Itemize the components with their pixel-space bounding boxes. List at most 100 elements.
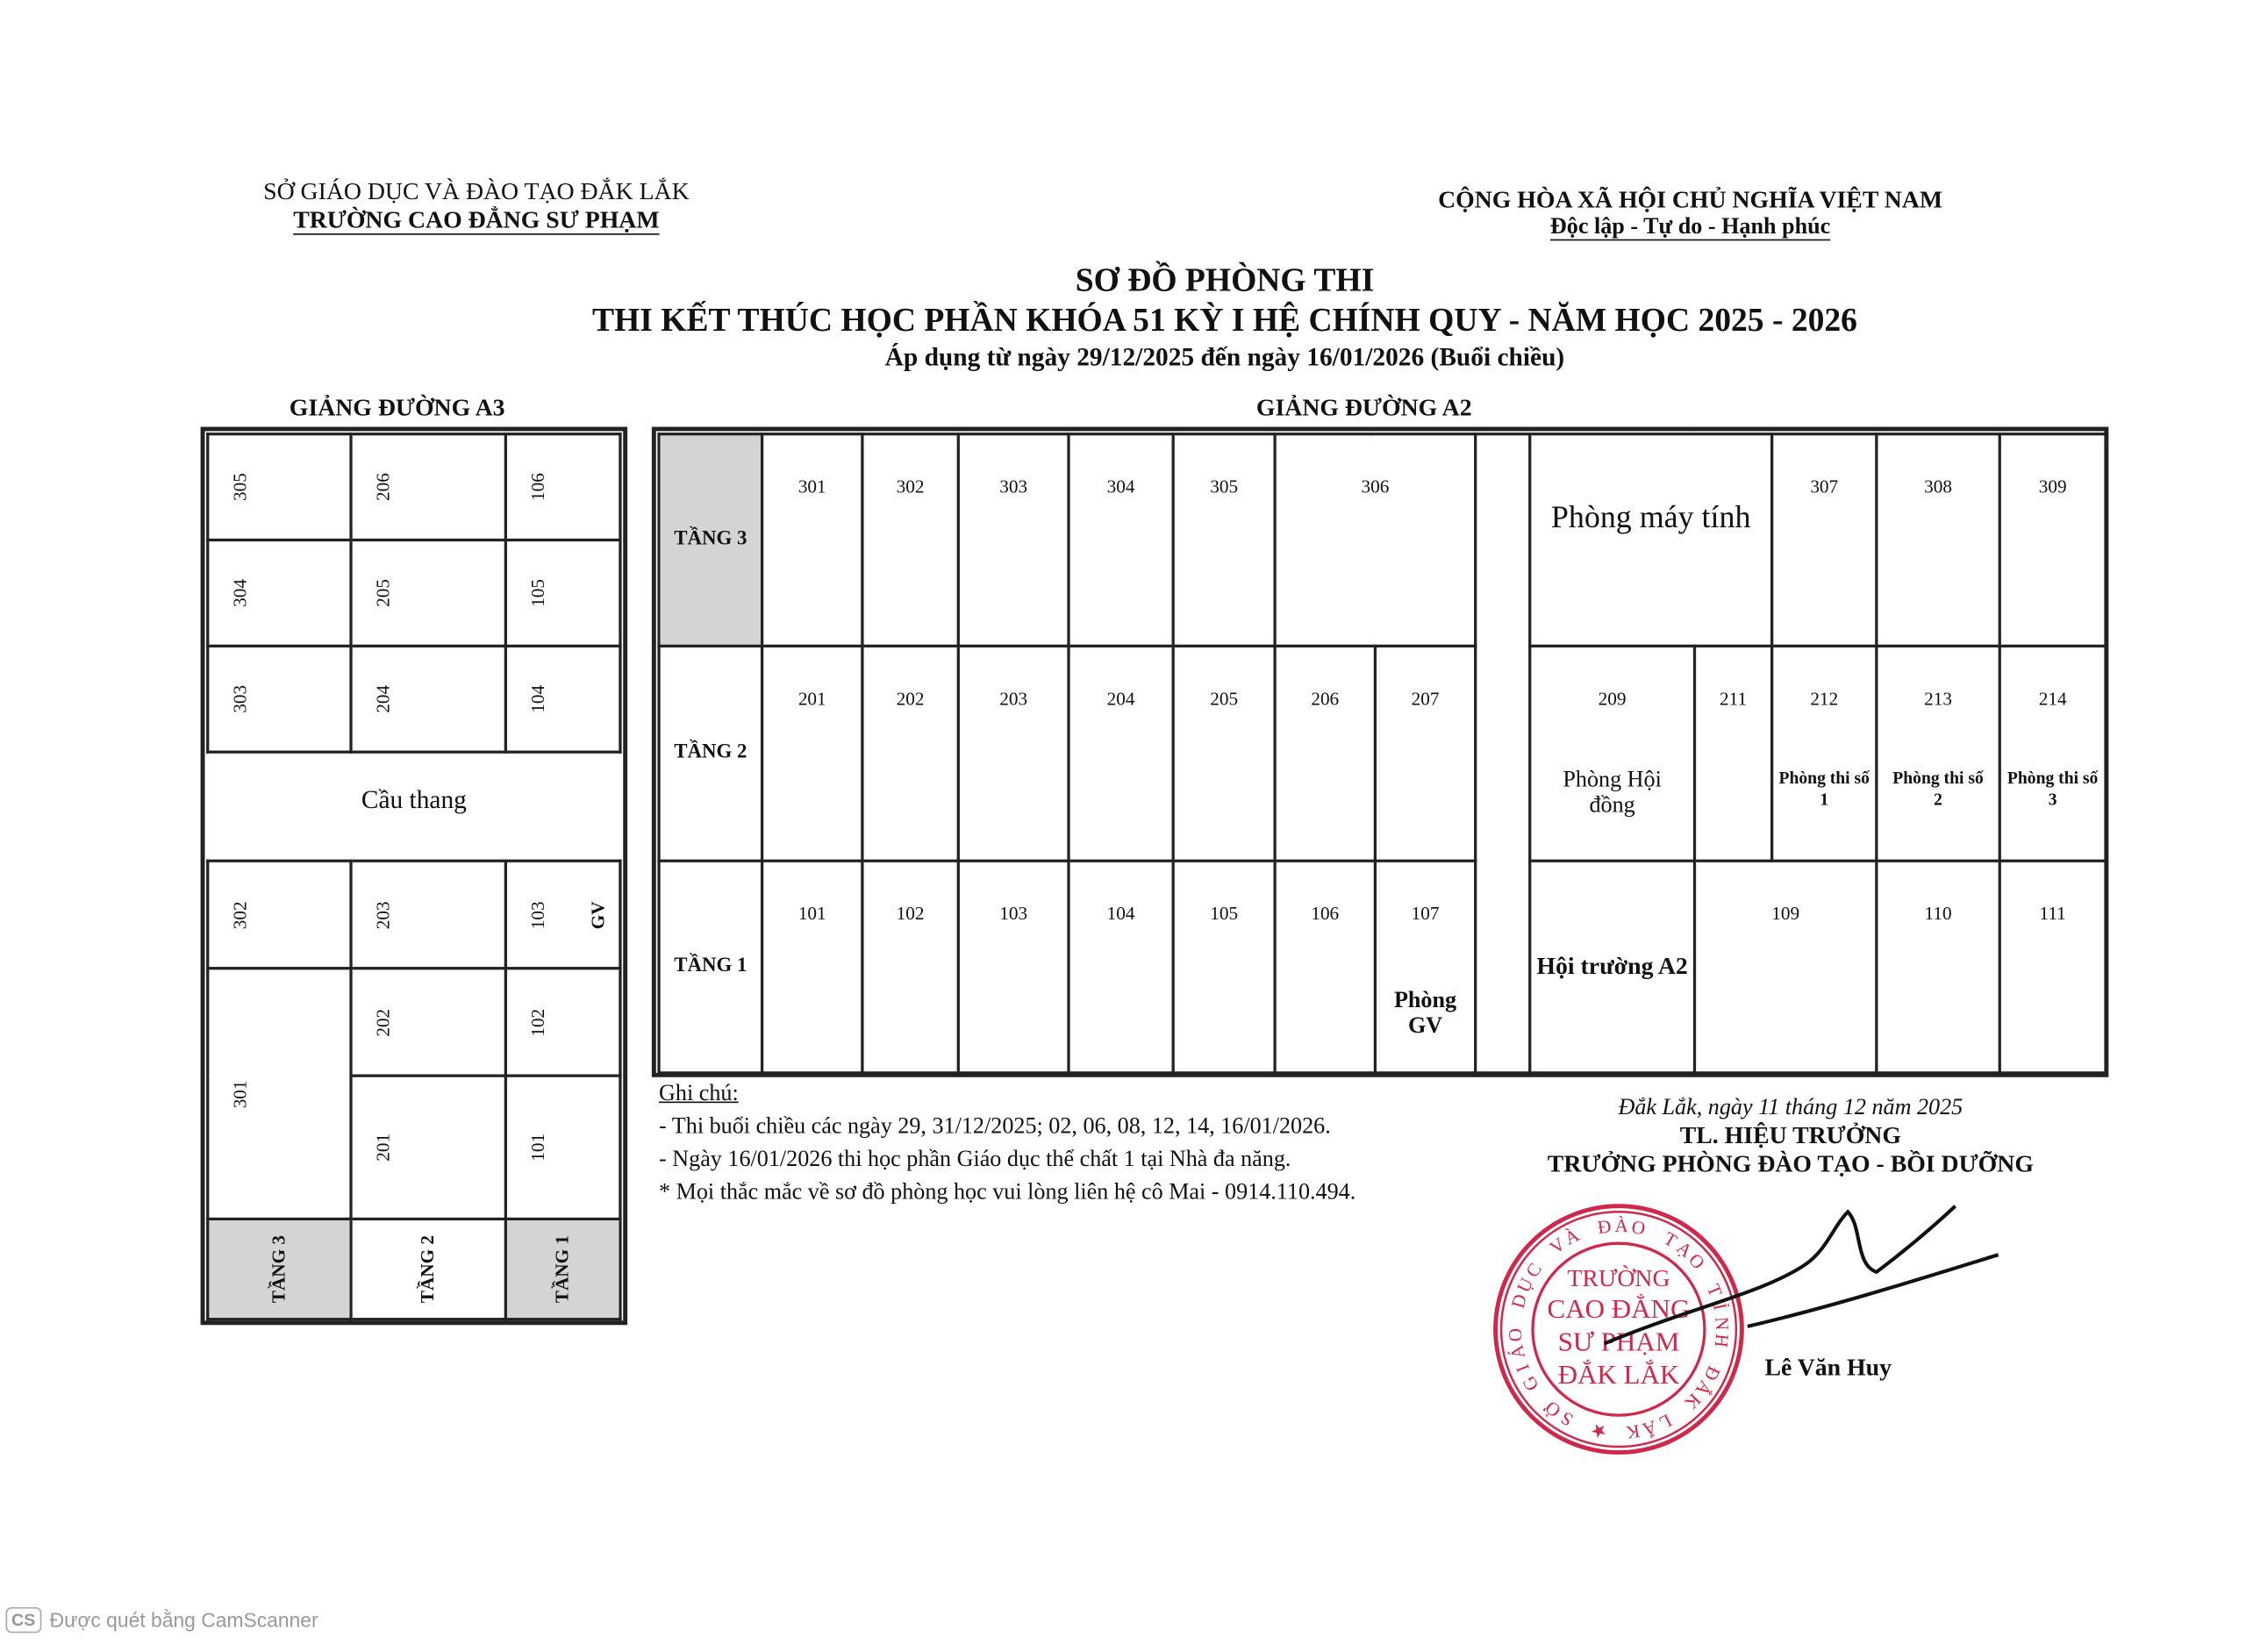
a3-building (200, 426, 628, 1326)
stamp-ring-char: Ắ (1640, 1416, 1659, 1441)
camscanner-logo: CS (5, 1606, 41, 1634)
room-cell: 202 (349, 967, 507, 1077)
stamp-text: TRƯỜNG (1567, 1265, 1670, 1292)
room-cell: 301 (206, 967, 353, 1221)
signature-block: Đắk Lắk, ngày 11 tháng 12 năm 2025 TL. H… (1519, 1096, 2063, 1179)
doc-title: SƠ ĐỒ PHÒNG THI (1075, 261, 1375, 298)
room-cell: 103 (956, 859, 1070, 1075)
room-cell: 104 (1067, 859, 1175, 1075)
stamp-ring-char: D (1507, 1291, 1531, 1310)
stamp-ring-char: Đ (1596, 1215, 1612, 1238)
note-item: * Mọi thắc mắc về sơ đồ phòng học vui lò… (659, 1180, 1356, 1205)
notes: Ghi chú: - Thi buổi chiều các ngày 29, 3… (659, 1077, 1355, 1209)
room-cell: 105 (504, 538, 622, 647)
stamp-ring-char: À (1614, 1215, 1629, 1236)
room-cell: 101 (760, 859, 864, 1075)
room-cell: 101 (504, 1074, 622, 1221)
room-cell: 105 (1171, 859, 1277, 1075)
stamp-ring-char: O (1630, 1216, 1648, 1240)
room-cell: 110 (1875, 859, 2001, 1075)
stamp-ring-char: N (1711, 1316, 1733, 1331)
room-cell: 305 (1171, 433, 1277, 647)
floor-label: TẦNG 1 (657, 859, 764, 1075)
ministry-name: SỞ GIÁO DỤC VÀ ĐÀO TẠO ĐẮK LẮK (263, 177, 690, 205)
room-cell: 303 (956, 433, 1070, 647)
sign-role: TL. HIỆU TRƯỞNG (1679, 1121, 1901, 1149)
title-block: SƠ ĐỒ PHÒNG THI THI KẾT THÚC HỌC PHẦN KH… (430, 262, 2020, 373)
room-cell: 214 Phòng thi số 3 (1998, 644, 2107, 862)
room-cell: 103 GV (504, 859, 622, 970)
room-cell: 111 (1998, 859, 2107, 1075)
room-cell: 203 (349, 859, 507, 970)
stamp-ring-char: H (1711, 1333, 1734, 1348)
room-cell: 206 (349, 433, 507, 542)
stamp-ring-char: O (1505, 1327, 1527, 1342)
sign-role: TRƯỞNG PHÒNG ĐÀO TẠO - BỒI DƯỠNG (1547, 1150, 2034, 1178)
a3-title: GIẢNG ĐƯỜNG A3 (289, 393, 505, 422)
note-item: - Ngày 16/01/2026 thi học phần Giáo dục … (659, 1147, 1291, 1172)
room-cell: 305 (206, 433, 353, 542)
room-cell: 104 (504, 644, 622, 754)
room-cell: 207 (1373, 644, 1477, 862)
room-cell: 307 (1770, 433, 1878, 647)
floor-label: TẦNG 3 (657, 433, 764, 647)
country-name: CỘNG HÒA XÃ HỘI CHỦ NGHĨA VIỆT NAM (1438, 186, 1943, 214)
room-cell: 205 (349, 538, 507, 647)
room-cell: 304 (1067, 433, 1175, 647)
room-cell: 205 (1171, 644, 1277, 862)
stairs-label: Cầu thang (361, 784, 467, 814)
room-cell: 204 (1067, 644, 1175, 862)
camscanner-watermark: CS Được quét bằng CamScanner (5, 1606, 318, 1634)
room-cell: 211 (1692, 644, 1774, 862)
applied-dates: Áp dụng từ ngày 29/12/2025 đến ngày 16/0… (884, 342, 1565, 371)
room-cell: 102 (861, 859, 960, 1075)
room-cell: 303 (206, 644, 353, 754)
room-cell: 306 (1273, 433, 1477, 647)
stamp-ring-char: G (1518, 1372, 1542, 1395)
a2-title: GIẢNG ĐƯỜNG A2 (1255, 393, 1472, 422)
notes-title: Ghi chú: (659, 1081, 739, 1106)
a3-upper-table: 305 206 106 304 205 105 303 204 104 (206, 433, 622, 754)
floor-label: TẦNG 2 (657, 644, 764, 862)
header-right: CỘNG HÒA XÃ HỘI CHỦ NGHĨA VIỆT NAM Độc l… (1397, 186, 1984, 240)
assembly-hall: Hội trường A2 (1528, 859, 1697, 1075)
room-cell: 206 (1273, 644, 1377, 862)
stamp-ring-char: K (1624, 1420, 1641, 1443)
room-cell: 212 Phòng thi số 1 (1770, 644, 1878, 862)
room-cell: 304 (206, 538, 353, 647)
floor-label: TẦNG 2 (349, 1217, 507, 1321)
room-cell: 302 (861, 433, 960, 647)
room-cell: 204 (349, 644, 507, 754)
gv-label: GV (586, 900, 608, 929)
stamp-ring-char: L (1656, 1410, 1675, 1434)
room-cell: 301 (760, 433, 864, 647)
stamp-text: SƯ PHẠM (1558, 1327, 1680, 1357)
a2-building (651, 426, 2109, 1077)
room-cell: 213 Phòng thi số 2 (1875, 644, 2001, 862)
star-icon: ★ (1589, 1419, 1609, 1442)
room-cell: 308 (1875, 433, 2001, 647)
floor-label: TẦNG 1 (504, 1217, 622, 1321)
school-name: TRƯỜNG CAO ĐẲNG SƯ PHẠM (293, 206, 660, 234)
doc-subtitle: THI KẾT THÚC HỌC PHẦN KHÓA 51 KỲ I HỆ CH… (591, 302, 1857, 339)
room-cell: 309 (1998, 433, 2107, 647)
stamp-text: ĐẮK LẮK (1558, 1358, 1680, 1390)
watermark-text: Được quét bằng CamScanner (49, 1608, 318, 1632)
room-cell: 202 (861, 644, 960, 862)
stamp-ring-char: I (1512, 1362, 1534, 1376)
room-cell: 201 (760, 644, 864, 862)
signature-icon (1603, 1205, 1999, 1346)
sign-date: Đắk Lắk, ngày 11 tháng 12 năm 2025 (1618, 1096, 1963, 1120)
signer-name: Lê Văn Huy (1764, 1353, 1892, 1381)
header-left: SỞ GIÁO DỤC VÀ ĐÀO TẠO ĐẮK LẮK TRƯỜNG CA… (229, 177, 723, 234)
room-cell: 102 (504, 967, 622, 1077)
room-cell: 203 (956, 644, 1070, 862)
teacher-room: Phòng GV (1393, 988, 1457, 1039)
room-cell: 109 (1692, 859, 1878, 1075)
corridor (1474, 433, 1532, 1075)
note-item: - Thi buổi chiều các ngày 29, 31/12/2025… (659, 1114, 1331, 1139)
floor-label: TẦNG 3 (206, 1217, 353, 1321)
